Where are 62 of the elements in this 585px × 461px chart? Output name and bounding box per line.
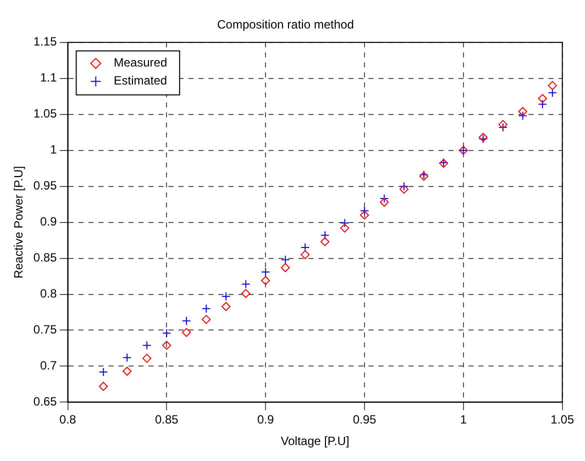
point xyxy=(380,198,389,207)
point xyxy=(241,280,250,289)
point xyxy=(498,122,508,132)
point xyxy=(300,250,310,260)
x-tick-label: 0.95 xyxy=(352,412,376,427)
point xyxy=(202,314,211,324)
y-tick-label: 0.8 xyxy=(40,286,58,301)
point xyxy=(360,210,369,220)
point xyxy=(320,237,330,246)
point xyxy=(98,367,108,376)
point xyxy=(320,230,330,240)
point xyxy=(538,94,548,104)
point xyxy=(518,111,528,120)
point xyxy=(498,120,508,129)
point xyxy=(360,206,369,216)
point xyxy=(122,353,132,362)
point xyxy=(261,267,270,276)
point xyxy=(340,218,350,228)
point xyxy=(122,366,132,376)
y-tick-label: 1.05 xyxy=(33,106,58,121)
point xyxy=(538,100,548,109)
y-tick-label: 0.85 xyxy=(33,250,58,265)
y-tick-label: 0.7 xyxy=(40,358,58,373)
y-axis-title: Reactive Power [P.U] xyxy=(12,166,26,279)
point xyxy=(222,292,231,301)
point xyxy=(142,354,152,363)
point xyxy=(518,106,528,116)
x-tick-label: 1.05 xyxy=(550,412,574,427)
legend-label: Estimated xyxy=(114,74,168,88)
point xyxy=(548,81,557,90)
point xyxy=(142,340,152,350)
point xyxy=(300,242,310,252)
point xyxy=(202,304,211,314)
point xyxy=(162,340,172,350)
point xyxy=(380,194,389,204)
point xyxy=(182,316,191,326)
x-tick-label: 0.9 xyxy=(257,412,274,427)
legend-label: Measured xyxy=(114,56,168,70)
y-tick-label: 1.1 xyxy=(40,70,58,85)
point xyxy=(280,263,290,272)
x-tick-label: 1 xyxy=(460,412,468,427)
x-axis-title: Voltage [P.U] xyxy=(280,434,350,448)
point xyxy=(241,289,250,298)
point xyxy=(162,328,172,338)
point xyxy=(548,88,557,98)
point xyxy=(261,276,270,286)
point xyxy=(98,382,108,391)
point xyxy=(280,255,290,264)
y-tick-label: 1 xyxy=(50,142,58,157)
y-tick-label: 0.9 xyxy=(40,214,58,229)
point xyxy=(400,184,409,194)
y-tick-label: 0.95 xyxy=(33,178,58,193)
y-tick-label: 0.75 xyxy=(33,322,58,337)
y-tick-label: 1.15 xyxy=(33,34,58,49)
point xyxy=(340,224,350,233)
chart-title: Composition ratio method xyxy=(217,18,354,32)
x-tick-label: 0.8 xyxy=(59,412,76,427)
point xyxy=(222,302,231,311)
point xyxy=(400,182,409,191)
point xyxy=(182,328,191,337)
x-tick-label: 0.85 xyxy=(154,412,179,427)
y-tick-label: 0.65 xyxy=(33,394,58,409)
